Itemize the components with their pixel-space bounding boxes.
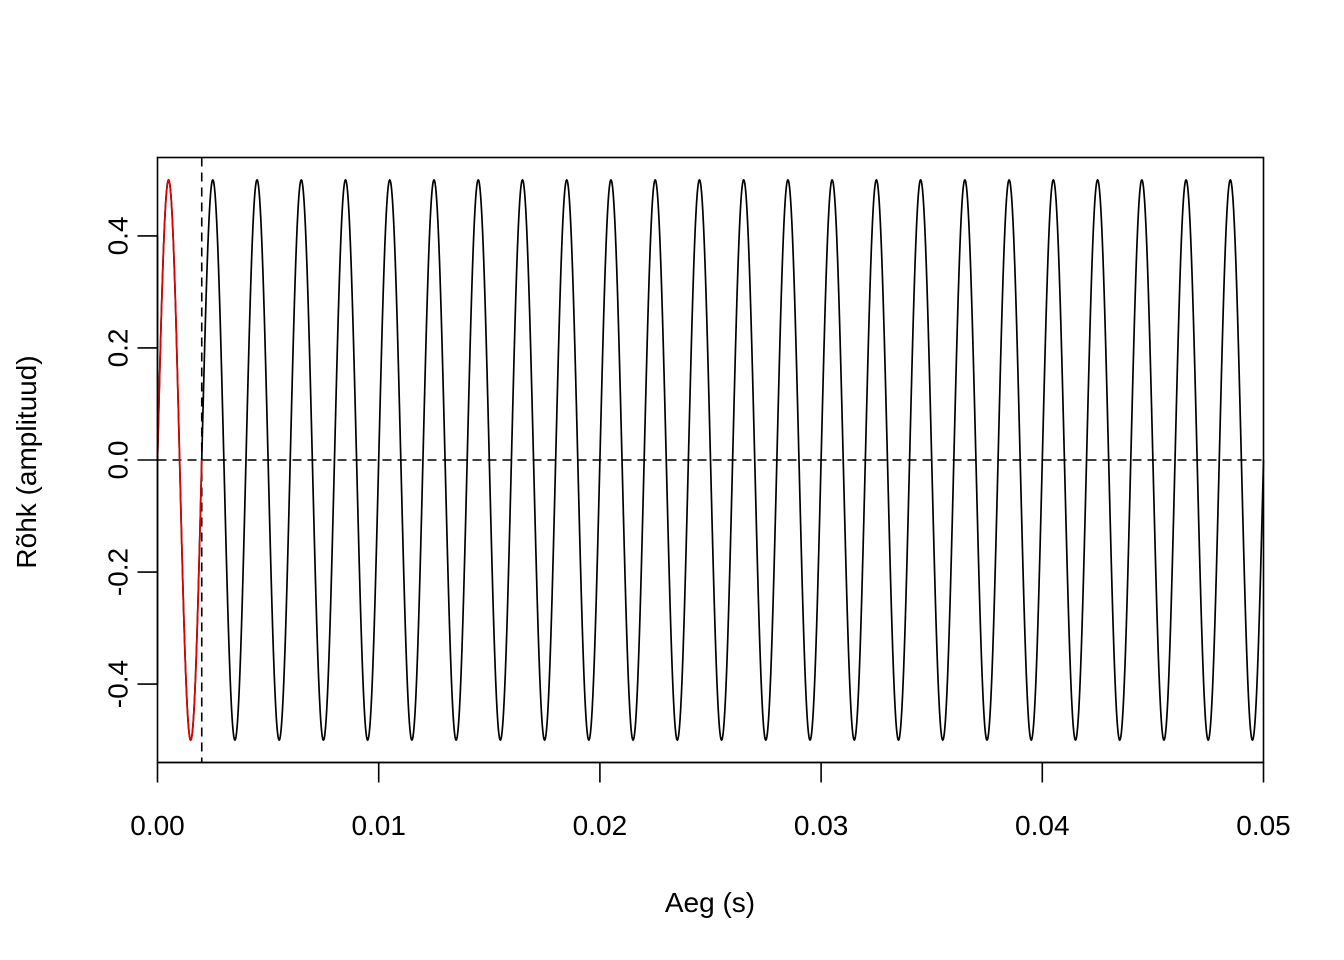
y-tick-label: -0.2 — [103, 548, 134, 596]
waveform-line — [156, 178, 1265, 742]
y-tick-label: 0.0 — [103, 441, 134, 480]
x-tick-label: 0.01 — [351, 810, 406, 841]
x-tick-label: 0.05 — [1236, 810, 1291, 841]
series-layer — [156, 178, 1265, 742]
x-tick-label: 0.04 — [1015, 810, 1070, 841]
y-tick-label: 0.4 — [103, 216, 134, 255]
y-axis-title: Rõhk (amplituud) — [11, 355, 42, 568]
x-tick-label: 0.00 — [130, 810, 185, 841]
highlighted-period-line — [156, 178, 203, 742]
x-tick-label: 0.02 — [573, 810, 628, 841]
y-tick-label: 0.2 — [103, 328, 134, 367]
x-tick-label: 0.03 — [794, 810, 849, 841]
x-axis-title: Aeg (s) — [665, 887, 755, 918]
y-tick-label: -0.4 — [103, 660, 134, 708]
y-axis: -0.4 -0.2 0.0 0.2 0.4 — [103, 216, 159, 708]
x-axis: 0.00 0.01 0.02 0.03 0.04 0.05 — [130, 761, 1291, 841]
